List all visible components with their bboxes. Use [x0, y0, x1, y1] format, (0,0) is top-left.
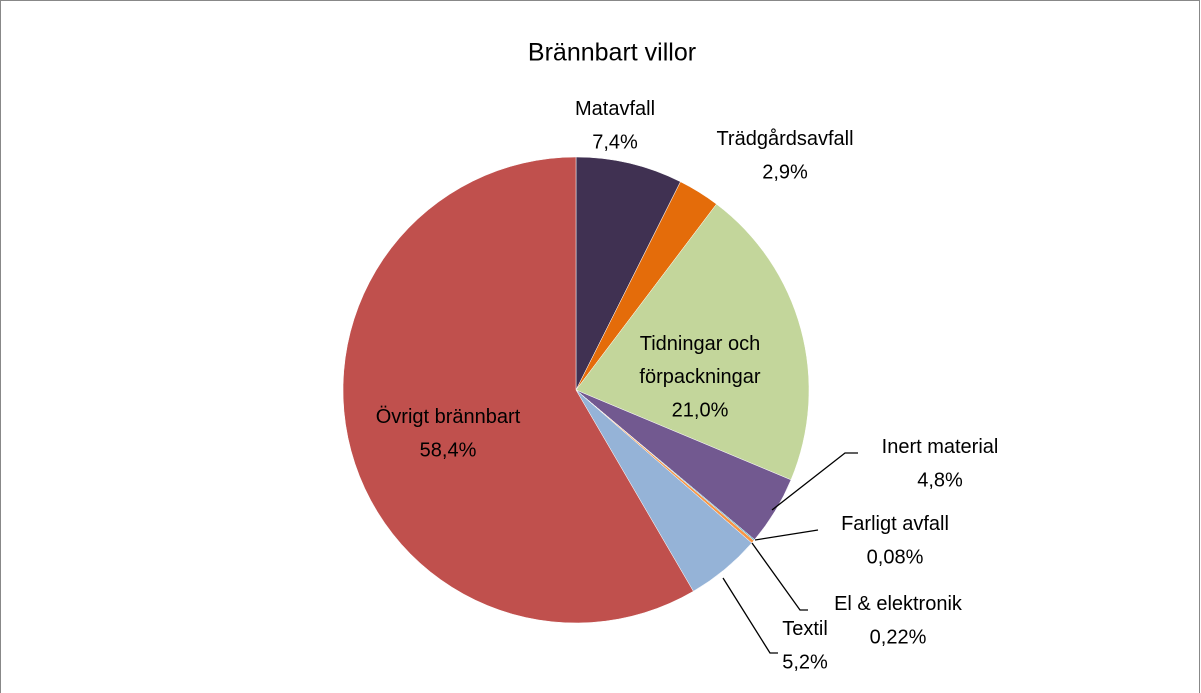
slice-label: Textil — [782, 618, 828, 640]
slice-label: Tidningar och förpackningar — [639, 333, 761, 388]
leader-line — [722, 577, 778, 654]
slice-value-label: 7,4% — [592, 131, 638, 153]
pie-slice — [575, 156, 681, 391]
slice-value-label: 0,08% — [867, 546, 924, 568]
slice-value-label: 4,8% — [917, 469, 963, 491]
slice-label: Inert material — [882, 436, 999, 458]
pie-slice — [575, 203, 810, 481]
leader-line — [771, 452, 858, 511]
slice-label: Farligt avfall — [841, 513, 949, 535]
chart-title: Brännbart villor — [528, 39, 696, 67]
leader-line — [751, 542, 808, 611]
leader-line — [754, 529, 819, 541]
slice-value-label: 58,4% — [420, 439, 477, 461]
pie-slice — [342, 156, 694, 624]
slice-value-label: 2,9% — [762, 161, 808, 183]
slice-value-label: 5,2% — [782, 651, 828, 673]
slice-label: Matavfall — [575, 98, 655, 120]
slice-value-label: 21,0% — [672, 399, 729, 421]
slice-label: Övrigt brännbart — [376, 406, 521, 428]
slice-label: El & elektronik — [834, 593, 963, 615]
slice-value-label: 0,22% — [870, 626, 927, 648]
slice-label: Trädgårdsavfall — [716, 128, 853, 150]
